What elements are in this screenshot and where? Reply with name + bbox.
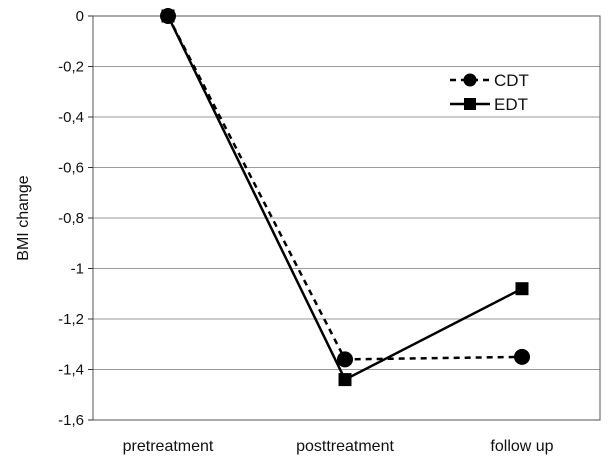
y-tick-label: -0,4	[58, 109, 84, 126]
y-tick-label: 0	[76, 8, 84, 25]
y-tick-label: -1,4	[58, 362, 84, 379]
x-tick-label: posttreatment	[296, 438, 394, 455]
y-axis-title: BMI change	[15, 175, 32, 260]
y-tick-label: -0,2	[58, 59, 84, 76]
series-line-edt	[166, 15, 523, 382]
x-tick-label: pretreatment	[123, 438, 214, 455]
y-tick-label: -1,2	[58, 311, 84, 328]
data-point-cdt	[514, 348, 530, 365]
legend-marker-cdt	[463, 73, 477, 87]
legend-marker-edt	[464, 98, 476, 110]
series-line-cdt	[166, 15, 523, 361]
y-tick-label: -0,8	[58, 210, 84, 227]
legend-label-cdt: CDT	[494, 71, 529, 90]
y-tick-label: -0,6	[58, 160, 84, 177]
x-tick-label: follow up	[490, 438, 553, 455]
data-point-cdt	[337, 351, 353, 368]
y-tick-label: -1,6	[58, 412, 84, 429]
y-tick-label: -1	[71, 261, 84, 278]
legend: CDT EDT	[450, 71, 529, 114]
data-point-edt	[515, 282, 529, 296]
series-layer	[160, 8, 530, 387]
data-point-edt	[338, 373, 352, 387]
data-point-edt	[161, 9, 175, 23]
axes: 0 -0,2 -0,4 -0,6 -0,8 -1 -1,2 -1,4 -1,6 pretreatm…	[15, 8, 601, 455]
legend-label-edt: EDT	[494, 95, 528, 114]
